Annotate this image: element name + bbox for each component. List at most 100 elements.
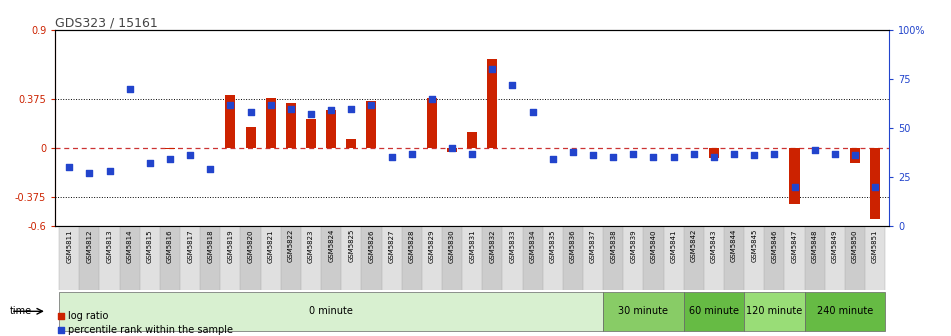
Text: GSM5824: GSM5824: [328, 229, 334, 262]
Text: GSM5823: GSM5823: [308, 229, 314, 263]
Text: GSM5818: GSM5818: [207, 229, 213, 263]
Text: GSM5817: GSM5817: [187, 229, 193, 263]
Text: GSM5841: GSM5841: [670, 229, 676, 263]
Point: [102, 168, 117, 174]
Point: [283, 106, 299, 111]
Bar: [261, 226, 281, 290]
Bar: [502, 226, 522, 290]
Text: GSM5820: GSM5820: [247, 229, 254, 263]
Bar: [447, 148, 457, 152]
Text: GSM5815: GSM5815: [146, 229, 153, 263]
Bar: [684, 292, 744, 331]
Bar: [644, 226, 664, 290]
Bar: [664, 226, 684, 290]
Bar: [765, 226, 785, 290]
Bar: [241, 226, 261, 290]
Text: GSM5842: GSM5842: [690, 229, 697, 262]
Text: GSM5814: GSM5814: [126, 229, 133, 263]
Bar: [100, 226, 120, 290]
Point: [263, 102, 279, 107]
Text: GSM5850: GSM5850: [852, 229, 858, 263]
Point: [505, 82, 520, 88]
Bar: [140, 226, 160, 290]
Point: [323, 108, 339, 113]
Text: GDS323 / 15161: GDS323 / 15161: [55, 16, 158, 29]
Text: GSM5829: GSM5829: [429, 229, 435, 263]
Point: [747, 153, 762, 158]
Point: [274, 139, 289, 145]
Point: [867, 184, 883, 190]
Text: GSM5835: GSM5835: [550, 229, 555, 263]
Bar: [583, 226, 603, 290]
Bar: [281, 226, 301, 290]
Point: [464, 151, 479, 156]
Bar: [487, 59, 497, 148]
Text: GSM5849: GSM5849: [832, 229, 838, 263]
Text: GSM5837: GSM5837: [590, 229, 596, 263]
Bar: [623, 226, 644, 290]
Point: [343, 106, 359, 111]
Text: GSM5821: GSM5821: [268, 229, 274, 263]
Bar: [744, 292, 805, 331]
Bar: [401, 226, 422, 290]
Point: [62, 165, 77, 170]
Point: [707, 155, 722, 160]
Point: [223, 102, 238, 107]
Bar: [805, 292, 885, 331]
Text: GSM5830: GSM5830: [449, 229, 455, 263]
Point: [485, 67, 500, 72]
Point: [807, 147, 823, 152]
Bar: [225, 95, 236, 148]
Point: [767, 151, 782, 156]
Text: GSM5843: GSM5843: [711, 229, 717, 263]
Bar: [789, 148, 800, 204]
Point: [444, 145, 459, 150]
Bar: [603, 226, 623, 290]
Text: GSM5822: GSM5822: [288, 229, 294, 262]
Bar: [59, 226, 79, 290]
Point: [525, 110, 540, 115]
Point: [687, 151, 702, 156]
Bar: [165, 148, 175, 149]
Point: [404, 151, 419, 156]
Point: [606, 155, 621, 160]
Bar: [180, 226, 201, 290]
Bar: [201, 226, 221, 290]
Bar: [563, 226, 583, 290]
Bar: [221, 226, 241, 290]
Bar: [79, 226, 100, 290]
Bar: [427, 98, 437, 148]
Point: [847, 153, 863, 158]
Text: GSM5844: GSM5844: [731, 229, 737, 262]
Text: 30 minute: 30 minute: [618, 306, 669, 316]
Text: GSM5834: GSM5834: [530, 229, 535, 263]
Point: [143, 161, 158, 166]
Bar: [366, 101, 377, 148]
Point: [82, 170, 97, 176]
Bar: [160, 226, 180, 290]
Bar: [59, 292, 603, 331]
Text: 240 minute: 240 minute: [817, 306, 873, 316]
Point: [646, 155, 661, 160]
Text: GSM5838: GSM5838: [611, 229, 616, 263]
Bar: [265, 98, 276, 148]
Bar: [870, 148, 880, 219]
Bar: [467, 132, 477, 148]
Point: [364, 102, 379, 107]
Bar: [543, 226, 563, 290]
Bar: [341, 226, 361, 290]
Bar: [708, 148, 719, 158]
Bar: [346, 138, 357, 148]
Text: GSM5816: GSM5816: [167, 229, 173, 263]
Bar: [825, 226, 844, 290]
Text: GSM5839: GSM5839: [631, 229, 636, 263]
Bar: [522, 226, 543, 290]
Bar: [361, 226, 381, 290]
Bar: [482, 226, 502, 290]
Point: [666, 155, 681, 160]
Text: 0 minute: 0 minute: [309, 306, 353, 316]
Point: [586, 153, 601, 158]
Text: log ratio: log ratio: [68, 311, 108, 321]
Point: [183, 153, 198, 158]
Point: [786, 184, 802, 190]
